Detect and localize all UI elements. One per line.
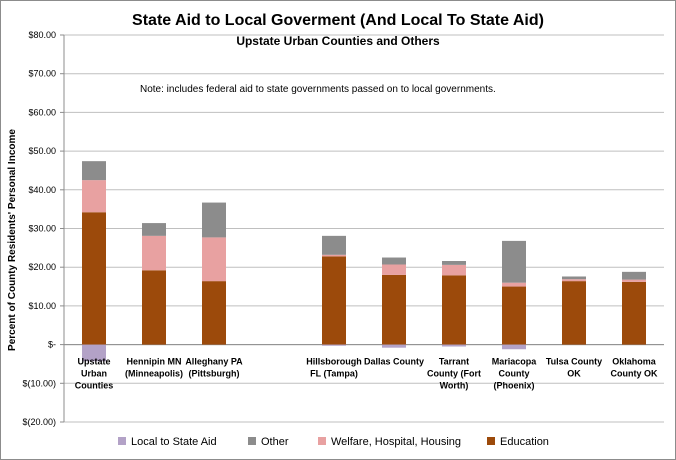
bar-segment bbox=[322, 256, 346, 345]
bar-segment bbox=[82, 161, 106, 181]
bar-segment bbox=[442, 275, 466, 345]
x-category-label: County OK bbox=[611, 369, 658, 379]
bar-segment bbox=[562, 276, 586, 280]
x-category-label: (Minneapolis) bbox=[125, 369, 183, 379]
x-category-label: Hillsborough bbox=[306, 357, 362, 367]
bar-segment bbox=[502, 282, 526, 287]
y-tick-label: $- bbox=[48, 340, 56, 350]
x-category-label: (Phoenix) bbox=[493, 381, 534, 391]
y-axis-label: Percent of County Residents' Personal In… bbox=[7, 129, 18, 351]
bar-segment bbox=[562, 281, 586, 345]
y-tick-label: $10.00 bbox=[28, 301, 56, 311]
x-category-label: Tarrant bbox=[439, 357, 469, 367]
x-category-label: County bbox=[499, 369, 530, 379]
x-labels-layer: Upstate Urban Counties Hennipin MN (Minneapo… bbox=[75, 357, 658, 391]
y-tick-label: $20.00 bbox=[28, 262, 56, 272]
y-tick-label: $40.00 bbox=[28, 185, 56, 195]
y-tick-label: $(10.00) bbox=[22, 378, 56, 388]
grid-layer: $80.00 $70.00 $60.00 $50.00 $40.00 $30.00 $20.… bbox=[22, 30, 664, 427]
legend-label: Education bbox=[500, 436, 549, 448]
legend: Local to State Aid Other Welfare, Hospital… bbox=[118, 436, 549, 448]
x-category-label: (Pittsburgh) bbox=[189, 369, 240, 379]
x-category-label: OK bbox=[567, 369, 581, 379]
y-tick-label: $80.00 bbox=[28, 30, 56, 40]
bar-segment bbox=[82, 180, 106, 213]
legend-swatch bbox=[248, 437, 256, 445]
bars-layer bbox=[82, 161, 646, 362]
legend-swatch bbox=[318, 437, 326, 445]
y-tick-label: $30.00 bbox=[28, 224, 56, 234]
bar-segment bbox=[202, 281, 226, 345]
x-category-label: County (Fort bbox=[427, 369, 481, 379]
legend-swatch bbox=[118, 437, 126, 445]
bar-segment bbox=[502, 240, 526, 283]
bar-segment bbox=[322, 344, 346, 346]
bar-segment bbox=[622, 279, 646, 282]
bar-segment bbox=[502, 344, 526, 350]
x-category-label: Hennipin MN bbox=[127, 357, 182, 367]
bar-segment bbox=[142, 270, 166, 345]
bar-segment bbox=[322, 235, 346, 255]
bar-segment bbox=[382, 344, 406, 348]
x-category-label: FL (Tampa) bbox=[310, 369, 358, 379]
x-category-label: Counties bbox=[75, 381, 114, 391]
legend-label: Local to State Aid bbox=[131, 436, 217, 448]
bar-segment bbox=[82, 344, 106, 362]
bar-segment bbox=[622, 281, 646, 345]
bar-segment bbox=[442, 344, 466, 347]
bar-segment bbox=[82, 212, 106, 345]
chart-title: State Aid to Local Goverment (And Local … bbox=[132, 12, 544, 29]
y-tick-label: $50.00 bbox=[28, 146, 56, 156]
bar-segment bbox=[322, 254, 346, 257]
chart-subtitle: Upstate Urban Counties and Others bbox=[236, 34, 440, 48]
bar-segment bbox=[502, 286, 526, 345]
legend-swatch bbox=[487, 437, 495, 445]
x-category-label: Worth) bbox=[440, 381, 469, 391]
bar-segment bbox=[382, 257, 406, 265]
x-category-label: Upstate bbox=[77, 357, 110, 367]
y-tick-label: $60.00 bbox=[28, 107, 56, 117]
y-tick-label: $(20.00) bbox=[22, 417, 56, 427]
bar-segment bbox=[382, 274, 406, 345]
bar-segment bbox=[622, 271, 646, 280]
legend-label: Other bbox=[261, 436, 289, 448]
x-category-label: Alleghany PA bbox=[185, 357, 243, 367]
x-category-label: Mariacopa bbox=[492, 357, 538, 367]
x-category-label: Dallas County bbox=[364, 357, 424, 367]
bar-segment bbox=[202, 202, 226, 238]
x-category-label: Tulsa County bbox=[546, 357, 602, 367]
bar-segment bbox=[382, 264, 406, 275]
bar-segment bbox=[142, 235, 166, 271]
legend-label: Welfare, Hospital, Housing bbox=[331, 436, 461, 448]
bar-segment bbox=[562, 279, 586, 282]
bar-segment bbox=[442, 261, 466, 265]
chart-note: Note: includes federal aid to state gove… bbox=[140, 84, 496, 95]
y-tick-label: $70.00 bbox=[28, 69, 56, 79]
bar-segment bbox=[142, 223, 166, 236]
x-category-label: Oklahoma bbox=[612, 357, 657, 367]
x-category-label: Urban bbox=[81, 369, 107, 379]
bar-segment bbox=[442, 264, 466, 276]
bar-segment bbox=[202, 237, 226, 282]
